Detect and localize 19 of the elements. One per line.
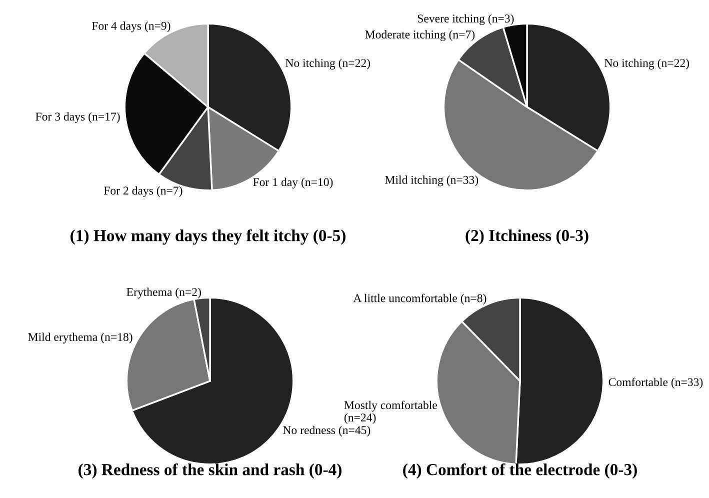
slice-label: Comfortable (n=33)	[608, 378, 703, 389]
text: (3) Redness of the skin and rash (0-4)	[78, 463, 342, 479]
slice-label: No itching (n=22)	[286, 58, 370, 70]
slice-label: Erythema (n=2)	[126, 288, 201, 298]
slice-label: A little uncomfortable (n=8)	[353, 294, 486, 305]
slice-label: Mild itching (n=33)	[385, 176, 478, 186]
slice-label: Severe itching (n=3)	[418, 14, 514, 25]
slice-label: For 2 days (n=7)	[104, 186, 182, 198]
text: (4) Comfort of the electrode (0-3)	[403, 463, 637, 479]
text: (2) Itchiness (0-3)	[466, 229, 588, 245]
slice-label: No itching (n=22)	[604, 58, 690, 70]
slice-label: Mostly comfortable (n=24)	[344, 400, 437, 424]
slice-label: Moderate itching (n=7)	[365, 30, 475, 41]
slice-label: For 1 day (n=10)	[253, 178, 333, 189]
slice-label: For 4 days (n=9)	[92, 22, 170, 32]
text: (1) How many days they felt itchy (0-5)	[70, 229, 346, 245]
slice-label: No redness (n=45)	[283, 426, 370, 437]
slice-label: Mild erythema (n=18)	[28, 332, 132, 344]
slice-label: For 3 days (n=17)	[36, 112, 120, 124]
